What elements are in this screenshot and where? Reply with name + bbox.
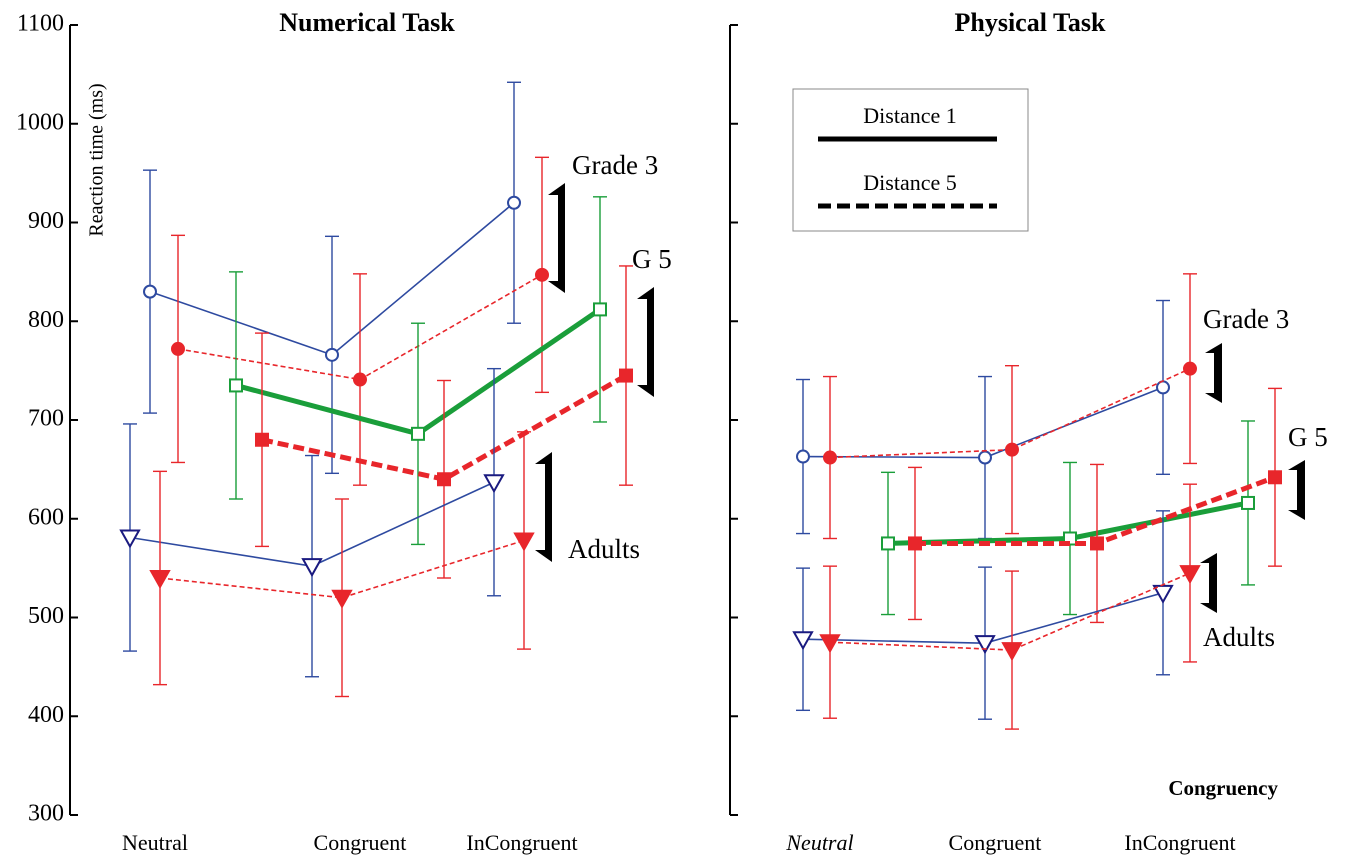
y-tick-label: 1000	[16, 109, 64, 135]
marker	[1241, 495, 1255, 510]
marker	[229, 378, 243, 393]
chart-title: Numerical Task	[279, 8, 455, 37]
annotation: Grade 3	[572, 150, 658, 180]
marker	[978, 450, 992, 465]
bracket	[637, 287, 654, 397]
series-line	[829, 367, 1191, 459]
x-axis-label: Congruency	[1168, 776, 1278, 800]
marker	[1152, 584, 1174, 604]
annotation: G 5	[1288, 422, 1328, 452]
marker	[1183, 361, 1197, 376]
marker	[1005, 442, 1019, 457]
marker	[881, 536, 895, 551]
annotation: G 5	[632, 244, 672, 274]
bracket	[1200, 553, 1217, 613]
x-tick-label: InCongruent	[466, 830, 577, 855]
annotation: Adults	[568, 534, 640, 564]
legend-label: Distance 1	[863, 103, 956, 128]
y-tick-label: 300	[28, 801, 64, 827]
marker	[1179, 565, 1201, 585]
x-tick-label: Neutral	[122, 830, 188, 855]
brackets	[535, 183, 1305, 613]
bracket	[535, 452, 552, 562]
series-line	[829, 572, 1191, 651]
x-tick-label: InCongruent	[1124, 830, 1235, 855]
y-tick-label: 900	[28, 208, 64, 234]
marker	[1156, 380, 1170, 395]
marker	[593, 302, 607, 317]
chart-title: Physical Task	[954, 8, 1106, 37]
marker	[119, 529, 141, 549]
marker	[411, 426, 425, 441]
annotation: Grade 3	[1203, 304, 1289, 334]
legend-label: Distance 5	[863, 170, 956, 195]
y-tick-label: 400	[28, 702, 64, 728]
annotation: Adults	[1203, 622, 1275, 652]
y-tick-label: 700	[28, 406, 64, 432]
marker	[535, 267, 549, 282]
marker	[792, 631, 814, 651]
y-tick-label: 800	[28, 307, 64, 333]
marker	[301, 558, 323, 578]
x-tick-label: Congruent	[314, 830, 407, 855]
marker	[255, 432, 269, 447]
bracket	[1205, 343, 1222, 403]
marker	[483, 474, 505, 494]
bracket	[548, 183, 565, 293]
y-tick-label: 1100	[17, 11, 64, 37]
marker	[1268, 470, 1282, 485]
marker	[149, 570, 171, 590]
marker	[1001, 642, 1023, 662]
marker	[507, 195, 521, 210]
marker	[619, 368, 633, 383]
marker	[796, 449, 810, 464]
marker	[353, 372, 367, 387]
marker	[331, 589, 353, 609]
legend-box	[792, 88, 1029, 232]
marker	[974, 635, 996, 655]
y-axis-label: Reaction time (ms)	[86, 83, 108, 236]
marker	[437, 472, 451, 487]
marker	[171, 341, 185, 356]
y-tick-label: 600	[28, 504, 64, 530]
marker	[513, 532, 535, 552]
series-line	[802, 386, 1164, 459]
bracket	[1288, 460, 1305, 520]
marker	[908, 536, 922, 551]
x-tick-label: Neutral	[785, 830, 853, 855]
marker	[1090, 536, 1104, 551]
y-tick-label: 500	[28, 603, 64, 629]
marker	[143, 284, 157, 299]
marker	[823, 450, 837, 465]
x-tick-label: Congruent	[949, 830, 1042, 855]
marker	[819, 634, 841, 654]
marker	[325, 347, 339, 362]
